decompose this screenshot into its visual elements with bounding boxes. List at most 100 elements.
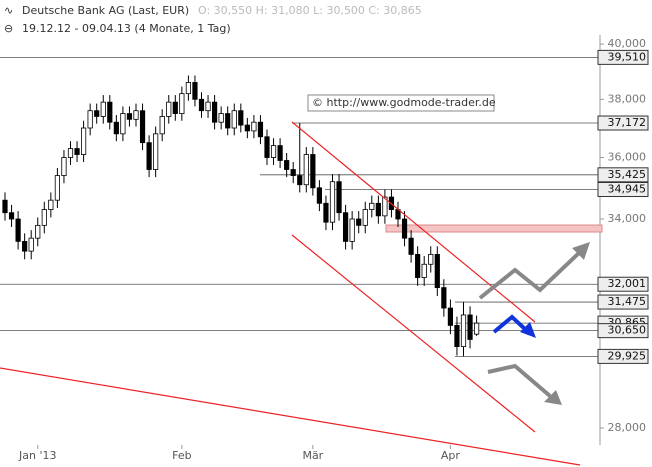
candle-body [401,218,408,239]
candle-body [454,324,460,347]
candle-body [310,154,316,189]
y-tick-label: 34,000 [608,212,647,225]
candle-body [460,314,467,347]
candle-body [428,254,434,265]
candle-body [87,110,93,129]
candle-body [290,169,296,176]
candle-body [192,82,198,100]
level-label: 37,172 [608,116,647,129]
candle-body [264,136,270,158]
candle-body [257,121,264,138]
candle-body [447,307,454,326]
candle-body [22,240,28,252]
candle-body [375,202,381,217]
candle-body [41,209,47,226]
y-tick-label: 40,000 [608,37,647,50]
candle-body [408,237,414,255]
candle-body [329,181,336,223]
subtitle: 19.12.12 - 09.04.13 (4 Monate, 1 Tag) [22,22,231,35]
candle-body [323,202,329,223]
candle-body [139,110,146,144]
candle-body [238,110,244,126]
candle-body [74,148,80,155]
icon: ∿ [4,4,13,17]
candle-body [342,212,349,242]
candle-body [166,101,172,117]
arrow-head [544,390,562,405]
resistance-zone [385,224,603,233]
candle-body [120,113,126,135]
candle-body [297,175,303,186]
level-label: 29,925 [608,349,647,362]
arrow-head [520,322,536,338]
candle-body [316,187,323,204]
level-box [597,115,649,131]
candle-body [54,175,61,201]
level-label: 31,475 [608,295,647,308]
icon: ⊖ [4,22,13,35]
level-box [597,167,649,183]
level-label: 34,945 [608,183,647,196]
y-tick-label: 28,000 [608,421,647,434]
candle-body [185,82,191,95]
x-tick-label: Feb [172,449,191,462]
candle-body [270,145,277,158]
candle-body [225,113,231,129]
candle-body [434,254,440,289]
level-box [597,294,649,310]
candle-body [113,121,119,135]
trend-line [0,367,581,466]
level-box [597,323,649,339]
trend-line [291,234,536,433]
candle-body [159,116,165,135]
candle-body [231,110,237,129]
candle-body [415,254,421,278]
candle-body [421,263,427,278]
candle-body [28,237,34,252]
quote: O: 30,550 H: 31,080 L: 30,500 C: 30,865 [198,4,422,17]
chart-title: Deutsche Bank AG (Last, EUR) [22,4,189,17]
candle-body [81,127,87,155]
level-box [597,276,649,292]
x-tick-label: Apr [441,449,461,462]
candle-body [172,101,178,114]
candle-body [336,181,342,214]
y-tick-label: 36,000 [608,150,647,163]
candle-body [61,157,67,176]
candle-body [244,124,250,132]
candle-body [362,209,368,226]
level-box [597,348,649,364]
candle-body [15,218,21,242]
candle-body [133,110,139,120]
level-label: 39,510 [608,50,647,63]
candle-body [126,113,133,120]
candle-body [382,196,388,217]
y-tick-label: 38,000 [608,92,647,105]
candle-body [356,218,362,226]
candle-body [303,154,309,186]
candle-body [146,142,152,170]
candle-body [467,314,473,340]
candle-body [277,145,283,161]
levels: 39,51037,17235,42534,94532,00131,47530,8… [0,49,649,364]
candle-body [211,101,218,123]
candle-body [153,133,159,170]
candle-body [179,93,185,114]
level-label: 32,001 [608,277,647,290]
level-box [597,182,649,198]
watermark-box [307,94,495,112]
watermark: © http://www.godmode-trader.de [312,96,496,109]
level-box [597,49,649,65]
candle-body [284,160,290,170]
scenario-arrow [487,363,552,398]
candle-body [205,101,211,112]
level-label: 30,650 [608,324,647,337]
candle-body [441,287,447,309]
candle-body [473,322,480,335]
candle-body [35,224,41,239]
candle-body [94,110,100,117]
candle-body [218,113,224,123]
candle-body [251,121,257,132]
candle-body [349,218,355,242]
